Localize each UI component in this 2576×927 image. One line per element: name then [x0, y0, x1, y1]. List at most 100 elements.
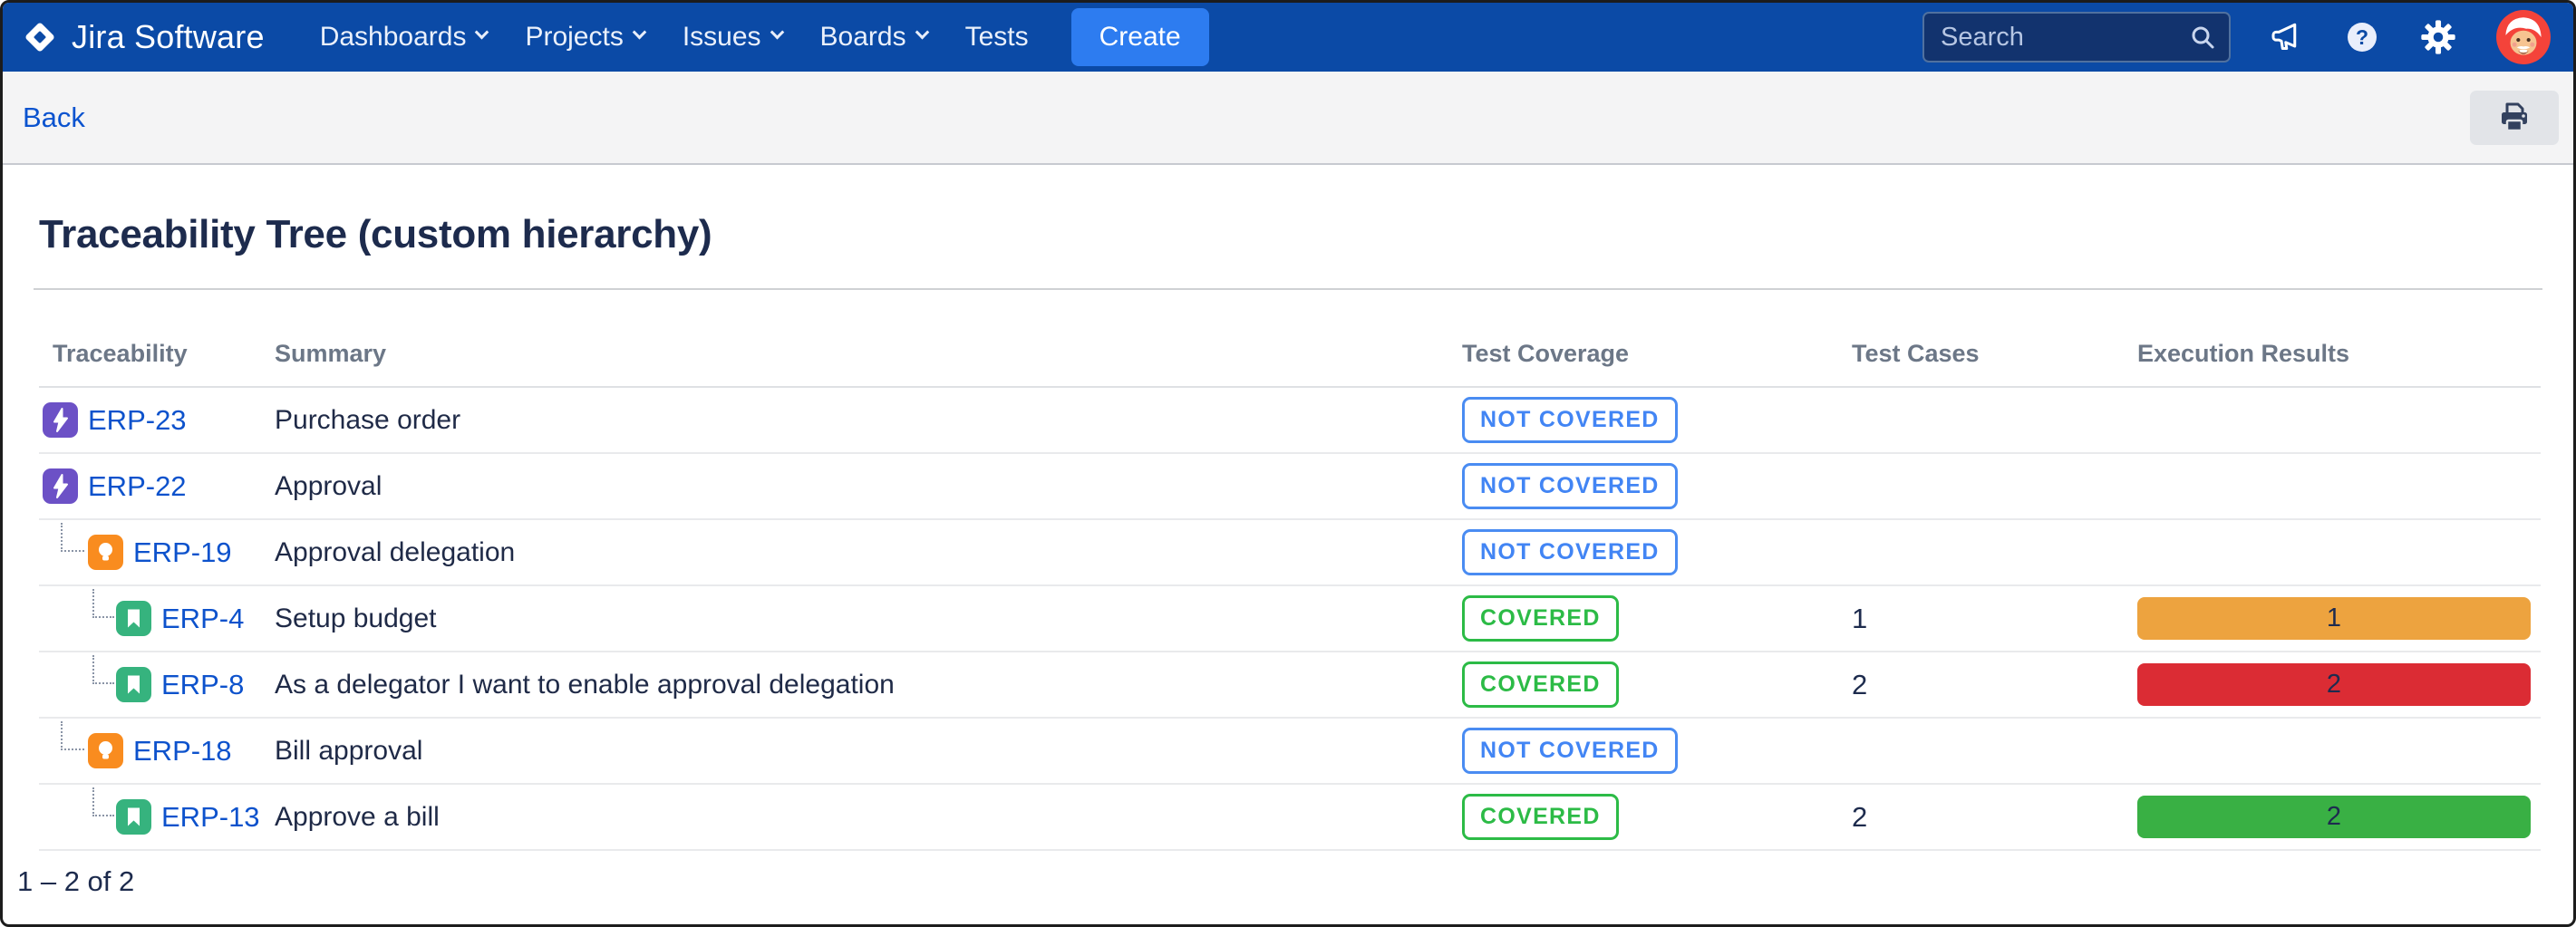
test-cases-count: 1: [1852, 602, 1868, 634]
nav-item-label: Boards: [819, 22, 906, 52]
traceability-cell: ERP-23: [39, 388, 275, 452]
traceability-cell: ERP-13: [39, 785, 275, 849]
table-body: ERP-23 Purchase order NOT COVERED ERP-22 App…: [39, 388, 2541, 851]
search-input[interactable]: [1941, 22, 2189, 53]
traceability-cell: ERP-8: [39, 652, 275, 717]
execution-results-bar[interactable]: 2: [2137, 796, 2531, 838]
nav-item-projects[interactable]: Projects: [506, 3, 663, 72]
brand-name: Jira Software: [72, 18, 265, 55]
main-content: Traceability Tree (custom hierarchy) Tra…: [3, 212, 2573, 898]
avatar[interactable]: [2495, 9, 2552, 65]
tree-connector: [61, 721, 84, 750]
issue-key-link[interactable]: ERP-18: [133, 734, 232, 767]
nav-item-issues[interactable]: Issues: [663, 3, 801, 72]
table-row: ERP-19 Approval delegation NOT COVERED: [39, 520, 2541, 586]
chevron-down-icon: [475, 24, 489, 39]
epic-icon: [43, 468, 78, 504]
story-icon: [116, 799, 151, 835]
coverage-badge: COVERED: [1462, 661, 1619, 708]
nav-item-dashboards[interactable]: Dashboards: [301, 3, 507, 72]
traceability-cell: ERP-22: [39, 454, 275, 518]
execution-results-bar[interactable]: 1: [2137, 597, 2531, 640]
traceability-cell: ERP-19: [39, 520, 275, 584]
issue-key-link[interactable]: ERP-19: [133, 536, 232, 568]
test-cases-count: 2: [1852, 668, 1868, 700]
story-icon: [116, 667, 151, 702]
search-box[interactable]: [1922, 12, 2231, 63]
column-header-test-coverage: Test Coverage: [1462, 340, 1630, 367]
secondary-toolbar: Back: [3, 72, 2573, 165]
coverage-badge: COVERED: [1462, 595, 1619, 642]
column-header-test-cases: Test Cases: [1852, 340, 1980, 367]
print-button[interactable]: [2470, 90, 2559, 145]
traceability-cell: ERP-18: [39, 719, 275, 783]
tree-connector: [92, 655, 114, 684]
nav-right: ?: [1922, 9, 2552, 65]
issue-summary: Approve a bill: [275, 801, 440, 832]
coverage-cell: NOT COVERED: [1462, 529, 1852, 575]
traceability-table: Traceability Summary Test Coverage Test …: [39, 290, 2541, 851]
coverage-cell: NOT COVERED: [1462, 463, 1852, 509]
jira-logo[interactable]: Jira Software: [21, 18, 265, 56]
issue-summary: Bill approval: [275, 735, 423, 766]
table-header-row: Traceability Summary Test Coverage Test …: [39, 290, 2541, 388]
top-navbar: Jira Software Dashboards Projects Issues Bo…: [3, 3, 2573, 72]
table-row: ERP-4 Setup budget COVERED 1 1: [39, 586, 2541, 652]
coverage-cell: NOT COVERED: [1462, 728, 1852, 774]
coverage-cell: COVERED: [1462, 661, 1852, 708]
nav-item-label: Dashboards: [319, 22, 467, 52]
tree-connector: [61, 523, 84, 552]
help-icon[interactable]: ?: [2343, 18, 2381, 56]
issue-key-link[interactable]: ERP-8: [161, 668, 245, 700]
coverage-badge: NOT COVERED: [1462, 529, 1678, 575]
execution-results-cell: 1: [2137, 597, 2541, 640]
back-link[interactable]: Back: [23, 101, 85, 133]
table-row: ERP-13 Approve a bill COVERED 2 2: [39, 785, 2541, 851]
chevron-down-icon: [915, 24, 929, 39]
coverage-badge: NOT COVERED: [1462, 728, 1678, 774]
nav-menu: Dashboards Projects Issues Boards Tests: [301, 3, 1048, 72]
execution-results-bar[interactable]: 2: [2137, 663, 2531, 706]
coverage-cell: COVERED: [1462, 794, 1852, 840]
tree-connector: [92, 787, 114, 816]
settings-icon[interactable]: [2419, 18, 2457, 56]
issue-summary: Setup budget: [275, 603, 437, 633]
pagination-label: 1 – 2 of 2: [17, 865, 135, 897]
issue-summary: As a delegator I want to enable approval…: [275, 669, 895, 700]
issue-key-link[interactable]: ERP-23: [88, 403, 187, 436]
create-button[interactable]: Create: [1070, 8, 1209, 66]
epic-icon: [43, 402, 78, 438]
coverage-cell: COVERED: [1462, 595, 1852, 642]
story-icon: [116, 601, 151, 636]
table-row: ERP-23 Purchase order NOT COVERED: [39, 388, 2541, 454]
nav-item-label: Projects: [525, 22, 624, 52]
issue-key-link[interactable]: ERP-13: [161, 800, 260, 833]
nav-item-boards[interactable]: Boards: [801, 3, 946, 72]
column-header-execution-results: Execution Results: [2137, 340, 2350, 367]
nav-item-tests[interactable]: Tests: [946, 3, 1048, 72]
issue-key-link[interactable]: ERP-4: [161, 602, 245, 634]
jira-logo-icon: [21, 18, 59, 56]
issue-summary: Approval delegation: [275, 536, 516, 567]
column-header-summary: Summary: [275, 340, 387, 367]
feature-icon: [88, 733, 123, 768]
nav-item-label: Issues: [682, 22, 761, 52]
announcement-icon[interactable]: [2269, 19, 2305, 55]
nav-item-label: Tests: [964, 22, 1029, 52]
issue-key-link[interactable]: ERP-22: [88, 469, 187, 502]
coverage-badge: NOT COVERED: [1462, 463, 1678, 509]
feature-icon: [88, 535, 123, 570]
coverage-badge: NOT COVERED: [1462, 397, 1678, 443]
page-title: Traceability Tree (custom hierarchy): [39, 212, 712, 256]
test-cases-count: 2: [1852, 800, 1868, 833]
coverage-badge: COVERED: [1462, 794, 1619, 840]
execution-results-cell: 2: [2137, 663, 2541, 706]
issue-summary: Approval: [275, 470, 383, 501]
chevron-down-icon: [632, 24, 647, 39]
execution-results-cell: 2: [2137, 796, 2541, 838]
coverage-cell: NOT COVERED: [1462, 397, 1852, 443]
print-icon: [2496, 101, 2532, 134]
table-row: ERP-22 Approval NOT COVERED: [39, 454, 2541, 520]
traceability-cell: ERP-4: [39, 586, 275, 651]
